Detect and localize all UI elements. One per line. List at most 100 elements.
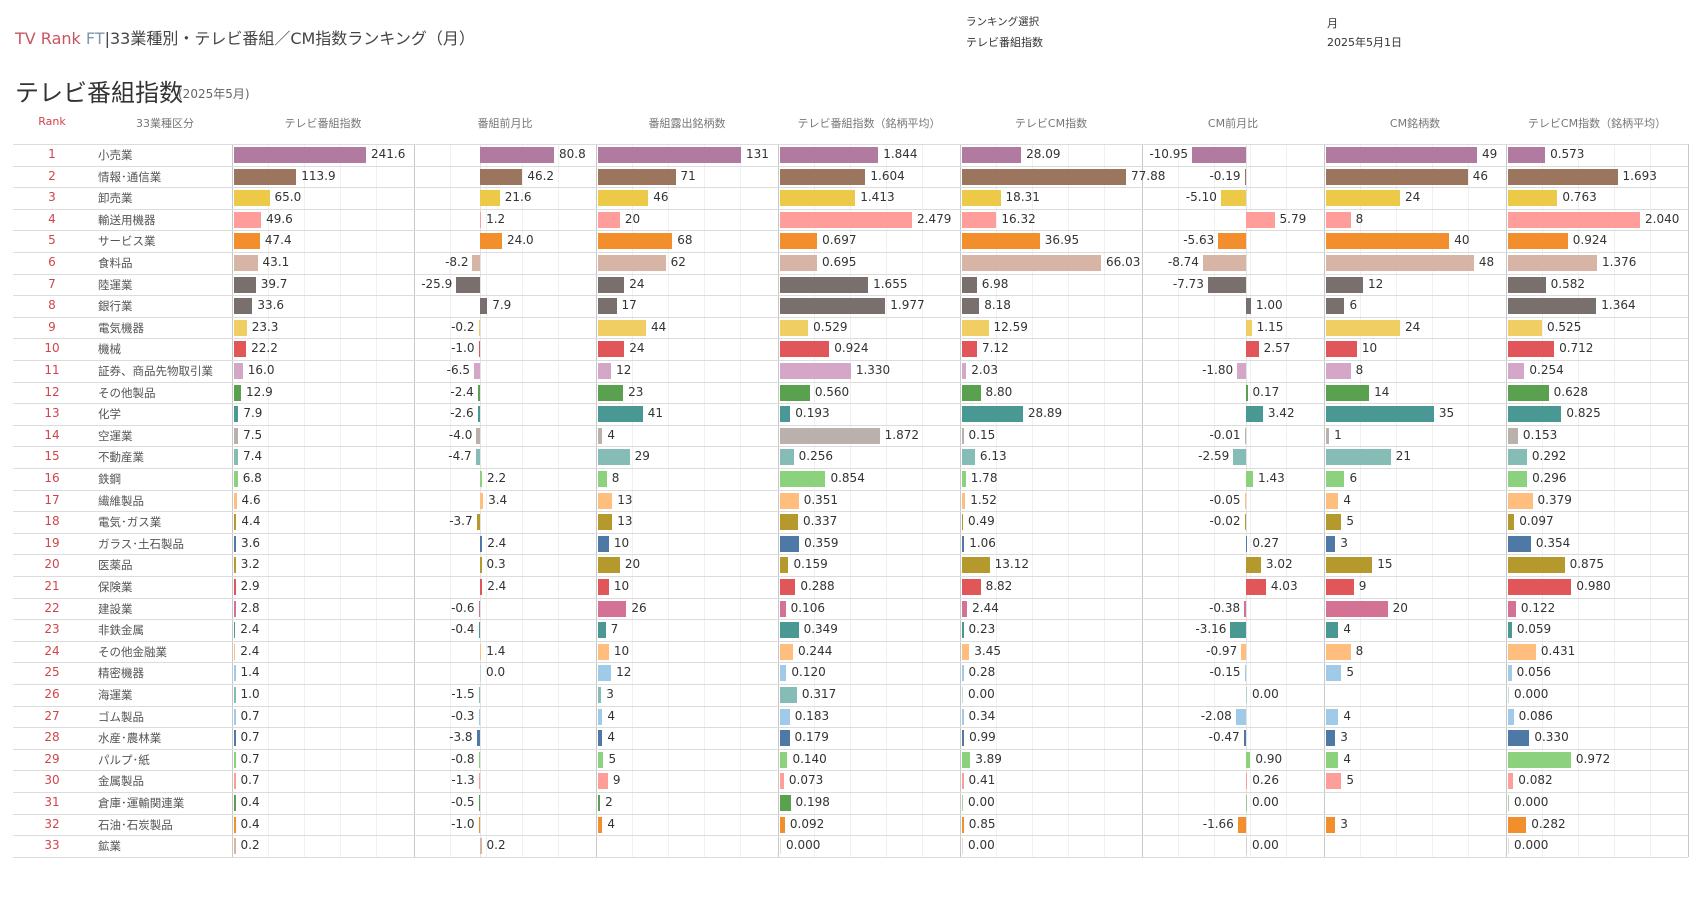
bar-mark[interactable] bbox=[1508, 406, 1562, 423]
bar-mark[interactable] bbox=[1192, 147, 1246, 163]
bar-mark[interactable] bbox=[1246, 535, 1248, 552]
bar-mark[interactable] bbox=[1508, 816, 1527, 833]
bar-mark[interactable] bbox=[962, 579, 981, 595]
bar-mark[interactable] bbox=[1235, 708, 1246, 725]
bar-mark[interactable] bbox=[598, 341, 625, 358]
bar-mark[interactable] bbox=[780, 773, 784, 790]
bar-mark[interactable] bbox=[1246, 406, 1263, 423]
bar-mark[interactable] bbox=[1244, 600, 1246, 617]
bar-mark[interactable] bbox=[1246, 557, 1261, 574]
bar-mark[interactable] bbox=[234, 557, 236, 574]
bar-mark[interactable] bbox=[962, 816, 964, 833]
bar-mark[interactable] bbox=[234, 492, 237, 509]
bar-mark[interactable] bbox=[1508, 665, 1512, 682]
bar-mark[interactable] bbox=[1244, 168, 1246, 185]
bar-mark[interactable] bbox=[598, 384, 624, 401]
bar-mark[interactable] bbox=[1508, 168, 1618, 185]
bar-mark[interactable] bbox=[1508, 557, 1565, 574]
bar-mark[interactable] bbox=[480, 471, 482, 487]
bar-mark[interactable] bbox=[962, 406, 1023, 423]
bar-mark[interactable] bbox=[1230, 622, 1246, 639]
bar-mark[interactable] bbox=[234, 730, 236, 747]
bar-mark[interactable] bbox=[234, 622, 236, 639]
bar-mark[interactable] bbox=[1326, 298, 1345, 315]
column-header-metric-4[interactable]: テレビ番組指数（銘柄平均） bbox=[797, 117, 941, 130]
bar-mark[interactable] bbox=[780, 708, 790, 725]
bar-mark[interactable] bbox=[598, 622, 606, 639]
bar-mark[interactable] bbox=[475, 449, 480, 466]
bar-mark[interactable] bbox=[234, 384, 242, 401]
bar-mark[interactable] bbox=[1326, 427, 1330, 444]
bar-mark[interactable] bbox=[1508, 687, 1509, 703]
bar-mark[interactable] bbox=[480, 147, 554, 163]
bar-mark[interactable] bbox=[1508, 341, 1555, 358]
industry-cell[interactable]: パルプ･紙 bbox=[98, 752, 150, 767]
industry-cell[interactable]: 倉庫･運輸関連業 bbox=[98, 796, 185, 810]
bar-mark[interactable] bbox=[598, 190, 649, 207]
bar-mark[interactable] bbox=[962, 557, 990, 574]
bar-mark[interactable] bbox=[1508, 471, 1528, 487]
bar-mark[interactable] bbox=[962, 255, 1102, 271]
bar-mark[interactable] bbox=[780, 557, 789, 574]
bar-mark[interactable] bbox=[234, 773, 236, 790]
industry-cell[interactable]: 輸送用機器 bbox=[98, 212, 156, 227]
bar-mark[interactable] bbox=[780, 384, 810, 401]
bar-mark[interactable] bbox=[962, 514, 964, 531]
bar-mark[interactable] bbox=[1243, 730, 1246, 747]
bar-mark[interactable] bbox=[780, 298, 886, 315]
bar-mark[interactable] bbox=[1326, 600, 1388, 617]
bar-mark[interactable] bbox=[1326, 816, 1336, 833]
bar-mark[interactable] bbox=[234, 751, 236, 768]
bar-mark[interactable] bbox=[598, 687, 602, 703]
bar-mark[interactable] bbox=[234, 190, 270, 207]
bar-mark[interactable] bbox=[1237, 363, 1246, 379]
bar-mark[interactable] bbox=[476, 730, 480, 747]
bar-mark[interactable] bbox=[962, 730, 965, 747]
bar-mark[interactable] bbox=[1326, 341, 1357, 358]
industry-cell[interactable]: 鉱業 bbox=[98, 839, 121, 854]
bar-mark[interactable] bbox=[598, 600, 627, 617]
bar-mark[interactable] bbox=[234, 579, 236, 595]
column-header-metric-5[interactable]: テレビCM指数 bbox=[1014, 117, 1088, 130]
bar-mark[interactable] bbox=[780, 168, 866, 185]
bar-mark[interactable] bbox=[780, 427, 880, 444]
bar-mark[interactable] bbox=[478, 773, 480, 790]
bar-mark[interactable] bbox=[598, 816, 603, 833]
bar-mark[interactable] bbox=[1326, 665, 1342, 682]
bar-mark[interactable] bbox=[480, 535, 483, 552]
bar-mark[interactable] bbox=[598, 708, 603, 725]
bar-mark[interactable] bbox=[1233, 449, 1246, 466]
bar-mark[interactable] bbox=[1508, 795, 1509, 811]
bar-mark[interactable] bbox=[1508, 384, 1549, 401]
bar-mark[interactable] bbox=[1326, 773, 1342, 790]
bar-mark[interactable] bbox=[962, 276, 977, 293]
bar-mark[interactable] bbox=[1326, 147, 1477, 163]
bar-mark[interactable] bbox=[234, 535, 236, 552]
bar-mark[interactable] bbox=[962, 600, 968, 617]
bar-mark[interactable] bbox=[780, 643, 793, 660]
bar-mark[interactable] bbox=[1326, 384, 1370, 401]
bar-mark[interactable] bbox=[962, 471, 966, 487]
bar-mark[interactable] bbox=[1326, 406, 1434, 423]
bar-mark[interactable] bbox=[962, 190, 1001, 207]
bar-mark[interactable] bbox=[1246, 471, 1254, 487]
bar-mark[interactable] bbox=[1246, 341, 1259, 358]
bar-mark[interactable] bbox=[1326, 557, 1373, 574]
bar-mark[interactable] bbox=[234, 233, 260, 250]
bar-mark[interactable] bbox=[598, 773, 608, 790]
bar-mark[interactable] bbox=[598, 276, 625, 293]
bar-mark[interactable] bbox=[478, 751, 480, 768]
bar-mark[interactable] bbox=[1246, 319, 1252, 336]
bar-mark[interactable] bbox=[1508, 708, 1514, 725]
bar-mark[interactable] bbox=[598, 298, 617, 315]
industry-cell[interactable]: 精密機器 bbox=[98, 666, 144, 681]
industry-cell[interactable]: 医薬品 bbox=[98, 558, 133, 573]
bar-mark[interactable] bbox=[477, 406, 480, 423]
bar-mark[interactable] bbox=[234, 643, 236, 660]
bar-mark[interactable] bbox=[598, 514, 613, 531]
bar-mark[interactable] bbox=[1246, 384, 1248, 401]
industry-cell[interactable]: 小売業 bbox=[98, 148, 133, 162]
bar-mark[interactable] bbox=[1326, 255, 1474, 271]
bar-mark[interactable] bbox=[780, 838, 781, 855]
bar-mark[interactable] bbox=[962, 384, 981, 401]
